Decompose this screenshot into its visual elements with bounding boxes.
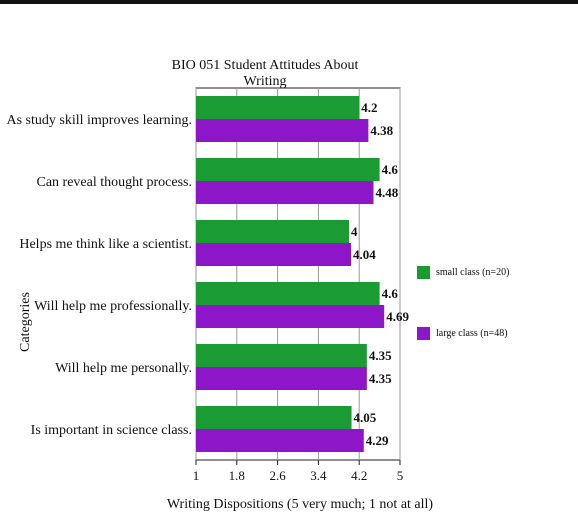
category-label-3: Helps me think like a scientist. [19,237,192,252]
bar-small-class-n-20-6 [196,406,352,429]
bar-small-class-n-20-5 [196,344,367,367]
chart-title: BIO 051 Student Attitudes About Writing [171,58,359,89]
bar-large-class-n-48-3 [196,243,352,266]
value-label-small-class-n-20-2: 4.6 [382,162,399,177]
top-border [0,0,578,4]
value-label-large-class-n-48-1: 4.38 [370,123,393,138]
legend-item-large-class: large class (n=48) [417,324,508,342]
bar-small-class-n-20-3 [196,220,349,243]
value-label-large-class-n-48-5: 4.35 [369,371,392,386]
x-tick-label: 3.4 [310,468,327,483]
bar-large-class-n-48-2 [196,181,374,204]
bar-large-class-n-48-5 [196,367,367,390]
bar-small-class-n-20-1 [196,96,360,119]
legend-item-small-class: small class (n=20) [417,263,509,281]
value-label-large-class-n-48-2: 4.48 [375,185,398,200]
x-tick-label: 1 [193,468,200,483]
value-label-small-class-n-20-4: 4.6 [382,286,399,301]
x-tick-label: 1.8 [229,468,245,483]
legend-label-small-class: small class (n=20) [436,266,510,278]
category-label-4: Will help me professionally. [34,299,192,314]
bar-small-class-n-20-4 [196,282,380,305]
x-tick-label: 5 [397,468,404,483]
legend-label-large-class: large class (n=48) [436,327,508,339]
category-label-1: As study skill improves learning. [7,113,193,128]
value-label-large-class-n-48-3: 4.04 [353,247,376,262]
legend-swatch-small-class [417,265,430,279]
value-label-small-class-n-20-6: 4.05 [354,410,377,425]
x-axis-label: Writing Dispositions (5 very much; 1 not… [166,497,434,512]
value-label-large-class-n-48-6: 4.29 [366,433,389,448]
y-axis-label: Categories [18,292,33,352]
bar-large-class-n-48-1 [196,119,369,142]
value-label-small-class-n-20-1: 4.2 [361,100,377,115]
category-label-6: Is important in science class. [31,423,192,438]
bar-large-class-n-48-6 [196,429,364,452]
bar-large-class-n-48-4 [196,305,385,328]
x-tick-label: 4.2 [351,468,367,483]
value-label-large-class-n-48-4: 4.69 [386,309,409,324]
plot-area [195,87,401,461]
category-label-5: Will help me personally. [55,361,192,376]
value-label-small-class-n-20-3: 4 [351,224,358,239]
x-tick-label: 2.6 [269,468,286,483]
legend-swatch-large-class [417,326,430,340]
category-label-2: Can reveal thought process. [36,175,192,190]
value-label-small-class-n-20-5: 4.35 [369,348,392,363]
bar-small-class-n-20-2 [196,158,380,181]
